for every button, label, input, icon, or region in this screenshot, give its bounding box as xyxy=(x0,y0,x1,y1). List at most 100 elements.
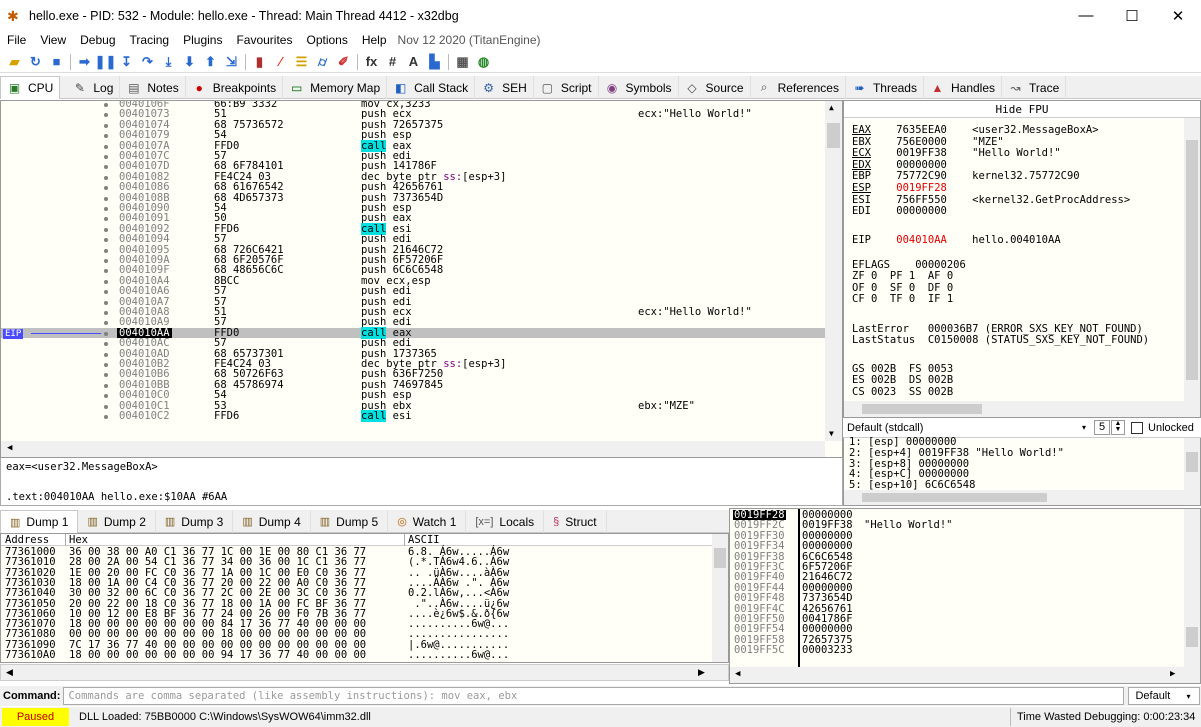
run-to-user-code-icon[interactable]: ⇲ xyxy=(226,53,237,69)
dump-ascii[interactable]: ."..À6w....ü¿6w xyxy=(408,597,510,610)
tab-symbols[interactable]: ◉ Symbols xyxy=(599,76,679,99)
globe-icon[interactable]: ◍ xyxy=(477,53,490,69)
stack-value[interactable]: 00000000 xyxy=(802,529,853,542)
menu-view[interactable]: View xyxy=(40,33,67,47)
stack-address[interactable]: 0019FF44 xyxy=(734,581,785,594)
tab-dump-3[interactable]: ▥ Dump 3 xyxy=(156,510,234,533)
dump-hex[interactable]: 10 00 12 00 E8 BF 36 77 24 00 26 00 F0 7… xyxy=(69,607,367,620)
arg-row[interactable]: 4: [esp+C] 00000000 xyxy=(849,468,970,481)
register-edi[interactable]: EDI 00000000 xyxy=(852,205,972,218)
flags-row[interactable]: CF 0 TF 0 IF 1 xyxy=(852,293,954,306)
register-value[interactable]: 00000000 xyxy=(896,158,947,171)
scroll-up-icon[interactable]: ▲ xyxy=(829,103,834,112)
tab-struct[interactable]: § Struct xyxy=(544,510,607,533)
tab-source[interactable]: ◇ Source xyxy=(679,76,751,99)
menu-help[interactable]: Help xyxy=(361,33,387,47)
open-icon[interactable]: ▰ xyxy=(9,53,20,69)
tab-locals[interactable]: [x=] Locals xyxy=(466,510,545,533)
tab-log[interactable]: ✎ Log xyxy=(66,76,121,99)
register-value[interactable]: 75772C90 xyxy=(896,170,947,183)
breakpoint-dot[interactable] xyxy=(104,373,108,378)
disasm-row[interactable]: 0040107C 57 push edi xyxy=(1,151,825,161)
tab-handles[interactable]: ▲ Handles xyxy=(924,76,1003,99)
dump-ascii[interactable]: ..........6w@... xyxy=(408,618,510,631)
breakpoint-dot[interactable] xyxy=(104,311,108,315)
breakpoint-dot[interactable] xyxy=(104,113,108,118)
dump-hex[interactable]: 18 00 00 00 00 00 00 00 94 17 36 77 40 0… xyxy=(69,649,367,661)
tab-memory-map[interactable]: ▭ Memory Map xyxy=(283,76,388,99)
tab-dump-4[interactable]: ▥ Dump 4 xyxy=(233,510,311,533)
breakpoint-dot[interactable] xyxy=(104,144,108,149)
dump-hscrollbar[interactable]: ◀ ▶ xyxy=(0,664,729,681)
tab-seh[interactable]: ⚙ SEH xyxy=(475,76,534,99)
arg-count-spinner[interactable]: ▲ ▼ xyxy=(1111,420,1126,435)
disasm-row[interactable]: 00401086 68 61676542 push 42656761 xyxy=(1,182,825,193)
register-value[interactable]: 756E0000 xyxy=(896,135,947,148)
stack-address[interactable]: 0019FF50 xyxy=(734,613,785,625)
breakpoint-dot[interactable] xyxy=(104,155,108,159)
step-into-icon[interactable]: ↧ xyxy=(121,53,132,69)
register-esi[interactable]: ESI 756FF550 <kernel32.GetProcAddress> xyxy=(852,194,1130,207)
breakpoint-dot[interactable] xyxy=(104,404,108,409)
dump-ascii[interactable]: (.*.TÁ6w4.6..Á6w xyxy=(408,556,510,569)
register-ebx[interactable]: EBX 756E0000 "MZE" xyxy=(852,135,1004,149)
arg-count-input[interactable]: 5 xyxy=(1094,420,1111,435)
scroll-left-icon[interactable]: ◀ xyxy=(7,443,13,453)
dump-address[interactable]: 77361030 xyxy=(5,576,56,589)
dump-hex[interactable]: 18 00 1A 00 C4 C0 36 77 20 00 22 00 A0 C… xyxy=(69,576,367,589)
disasm-row[interactable]: 00401073 51 push ecx ecx:"Hello World!" xyxy=(1,109,825,120)
font-icon[interactable]: A xyxy=(408,54,419,69)
scroll-thumb[interactable] xyxy=(827,123,840,148)
flags-row[interactable]: ZF 0 PF 1 AF 0 xyxy=(852,270,954,283)
segment-row[interactable]: ES 002B DS 002B xyxy=(852,374,954,387)
disasm-row[interactable]: 004010C1 53 push ebx ebx:"MZE" xyxy=(1,400,825,411)
scroll-thumb[interactable] xyxy=(862,404,982,414)
disasm-row[interactable]: 00401082 FE4C24 03 dec byte ptr ss:[esp+3] xyxy=(1,171,825,182)
disassembly-scrollbar[interactable]: ▲ ▼ xyxy=(825,101,842,441)
trace-over-icon[interactable]: ⬇ xyxy=(184,53,195,69)
disasm-row[interactable]: 00401074 68 75736572 push 72657375 xyxy=(1,119,825,130)
disasm-row[interactable]: 004010B6 68 50726F63 push 636F7250 xyxy=(1,369,825,380)
tab-notes[interactable]: ▤ Notes xyxy=(120,76,186,99)
register-ecx[interactable]: ECX 0019FF38 "Hello World!" xyxy=(852,147,1061,160)
dump-address[interactable]: 77361070 xyxy=(5,618,56,631)
menu-tracing[interactable]: Tracing xyxy=(129,33,170,47)
stack-value[interactable]: 7373654D xyxy=(802,592,853,605)
dump-address[interactable]: 77361020 xyxy=(5,566,56,579)
stack-value[interactable]: 00000000 xyxy=(802,540,853,553)
disasm-row[interactable]: 004010B2 FE4C24 03 dec byte ptr ss:[esp+3] xyxy=(1,359,825,369)
scroll-left-icon[interactable]: ◀ xyxy=(6,667,13,677)
disasm-row[interactable]: 004010C2 FFD6 call esi xyxy=(1,410,825,422)
menu-debug[interactable]: Debug xyxy=(80,33,116,47)
disasm-row[interactable]: 00401092 FFD6 call esi xyxy=(1,222,825,235)
dump-address[interactable]: 77361080 xyxy=(5,628,56,641)
stack-address[interactable]: 0019FF40 xyxy=(734,571,785,584)
close-button[interactable]: ✕ xyxy=(1171,7,1185,25)
breakpoint-dot[interactable] xyxy=(104,165,108,170)
stack-value[interactable]: 42656761 xyxy=(802,602,853,615)
dump-hex[interactable]: 7C 17 36 77 40 00 00 00 00 00 00 00 00 0… xyxy=(69,638,367,651)
chevron-down-icon[interactable]: ▾ xyxy=(1186,691,1191,701)
hide-fpu-button[interactable]: Hide FPU xyxy=(844,101,1200,118)
run-icon[interactable]: ➡ xyxy=(79,53,90,69)
register-eip[interactable]: EIP 004010AA hello.004010AA xyxy=(852,234,1061,247)
disasm-row[interactable]: 004010C0 54 push esp xyxy=(1,390,825,401)
stack-value[interactable]: 00003233 xyxy=(802,644,853,657)
disasm-row[interactable]: 004010A7 57 push edi xyxy=(1,296,825,307)
dump-ascii[interactable]: ....è¿6w$.&.ð{6w xyxy=(408,607,510,620)
function-icon[interactable]: ✐ xyxy=(338,53,349,69)
stack-address[interactable]: 0019FF2C xyxy=(734,519,785,532)
stack-value[interactable]: 6F57206F xyxy=(802,561,853,573)
label-icon[interactable]: ☰ xyxy=(295,53,308,69)
args-scrollbar[interactable] xyxy=(1184,438,1200,490)
arg-row[interactable]: 1: [esp] 00000000 xyxy=(849,436,957,448)
disasm-row[interactable]: 0040106F 66:B9 3332 mov cx,3233 xyxy=(1,101,825,109)
arg-row[interactable]: 5: [esp+10] 6C6C6548 xyxy=(849,479,976,492)
register-value[interactable]: 0019FF38 xyxy=(896,147,947,160)
arg-row[interactable]: 3: [esp+8] 00000000 xyxy=(849,457,970,470)
command-mode-select[interactable]: Default xyxy=(1128,687,1201,705)
tab-dump-2[interactable]: ▥ Dump 2 xyxy=(78,510,156,533)
stack-address[interactable]: 0019FF48 xyxy=(734,592,785,605)
breakpoint-dot[interactable] xyxy=(104,175,108,180)
breakpoint-dot[interactable] xyxy=(104,342,108,347)
